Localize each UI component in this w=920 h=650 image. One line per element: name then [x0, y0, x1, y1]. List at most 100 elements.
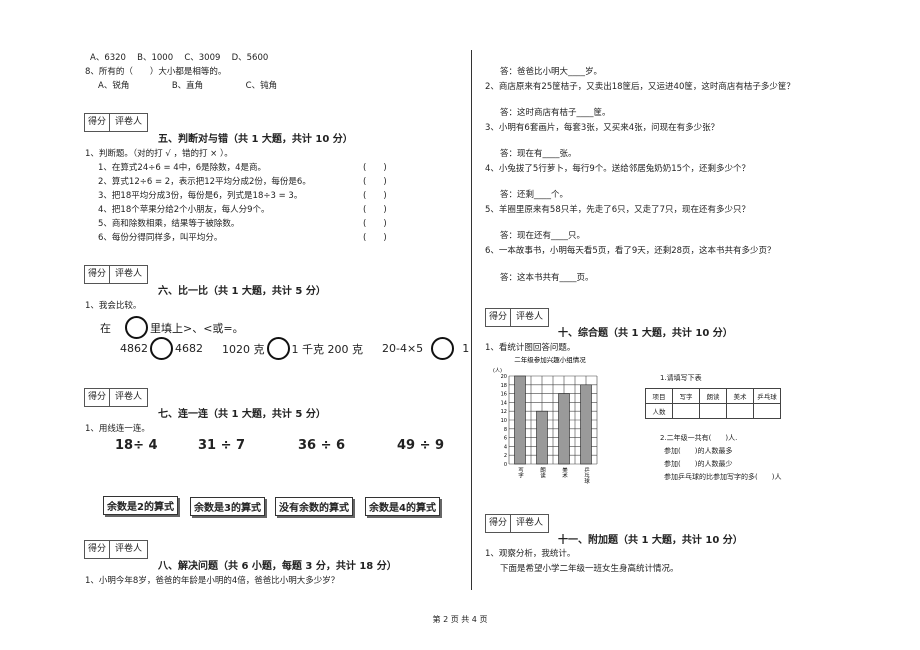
y-tick-label: 16 — [501, 392, 507, 398]
text: 4862 — [120, 342, 148, 355]
score-label: 得分 — [85, 266, 110, 283]
section-heading: 六、比一比（共 1 大题，共计 5 分） — [158, 286, 326, 297]
question: 参加( )的人数最多 — [664, 447, 733, 455]
answer: 答：现在还有____只。 — [500, 231, 586, 241]
answer-blank: ( ) — [363, 219, 387, 229]
table-cell: 朗读 — [699, 388, 727, 404]
score-box: 得分 评卷人 — [485, 514, 549, 533]
table-cell: 乒乓球 — [753, 388, 781, 404]
y-tick-label: 8 — [504, 427, 507, 433]
question: 1、看统计图回答问题。 — [485, 343, 576, 353]
grader-label: 评卷人 — [114, 269, 142, 279]
answer: 答：这时商店有桔子____筐。 — [500, 108, 611, 118]
y-tick-label: 4 — [504, 444, 507, 450]
question: 3、小明有6套画片，每套3张，又买来4张，问现在有多少张？ — [485, 123, 720, 133]
text: 在 — [100, 321, 111, 335]
y-tick-label: 10 — [501, 418, 507, 424]
expression: 31 ÷ 7 — [198, 438, 246, 453]
y-tick-label: 6 — [504, 436, 507, 442]
score-label: 得分 — [85, 389, 110, 406]
section-heading: 十一、附加题（共 1 大题，共计 10 分） — [558, 535, 743, 546]
bar — [536, 410, 548, 465]
answer: 答：这本书共有____页。 — [500, 273, 594, 283]
y-tick-label: 0 — [504, 462, 507, 468]
answer-blank: ( ) — [363, 233, 387, 243]
answer-blank: ( ) — [363, 177, 387, 187]
instruction: 在 里填上>、<或=。 — [100, 316, 244, 339]
options: A、锐角 B、直角 C、钝角 — [98, 81, 278, 91]
statement: 2、算式12÷6 = 2，表示把12平均分成2份，每份是6。 — [98, 177, 311, 187]
answer-blank: ( ) — [363, 163, 387, 173]
table-cell — [726, 403, 754, 419]
text: 4682 — [175, 342, 203, 355]
table-cell: 美术 — [726, 388, 754, 404]
question: 1、我会比较。 — [85, 301, 142, 311]
y-tick-label: 14 — [501, 400, 507, 406]
answer: 答：还剩____个。 — [500, 190, 569, 200]
answer-box: 余数是4的算式 — [365, 497, 440, 516]
x-tick-label: 写字 — [517, 467, 524, 479]
statement: 3、把18平均分成3份，每份是6，列式是18÷3 = 3。 — [98, 191, 303, 201]
compare: 20-4×5 1 — [382, 337, 469, 360]
compare: 4862 4682 — [120, 337, 203, 360]
bar — [580, 384, 592, 465]
score-label: 得分 — [85, 114, 110, 131]
text: 1 千克 200 克 — [291, 342, 363, 356]
answer-box: 余数是2的算式 — [103, 496, 178, 515]
score-box: 得分 评卷人 — [84, 265, 148, 284]
table-row: 项目 写字 朗读 美术 乒乓球 — [645, 388, 781, 404]
circle — [150, 337, 173, 360]
statement: 6、每份分得同样多，叫平均分。 — [98, 233, 223, 243]
score-label: 得分 — [486, 309, 511, 326]
table: 项目 写字 朗读 美术 乒乓球 人数 — [645, 388, 781, 419]
score-box: 得分 评卷人 — [84, 113, 148, 132]
text: 里填上>、<或=。 — [150, 321, 244, 335]
answer: 答：爸爸比小明大____岁。 — [500, 67, 603, 77]
expression: 49 ÷ 9 — [397, 438, 445, 453]
table-cell — [753, 403, 781, 419]
question: 1、观察分析，我统计。 — [485, 549, 576, 559]
score-box: 得分 评卷人 — [485, 308, 549, 327]
compare: 1020 克 1 千克 200 克 — [222, 337, 363, 360]
answer-blank: ( ) — [363, 191, 387, 201]
y-tick-label: 20 — [501, 374, 507, 380]
question: 2.二年级一共有( )人. — [660, 434, 738, 442]
grader-label: 评卷人 — [515, 312, 543, 322]
section-heading: 七、连一连（共 1 大题，共计 5 分） — [158, 409, 326, 420]
grader-label: 评卷人 — [114, 392, 142, 402]
score-box: 得分 评卷人 — [84, 388, 148, 407]
statement: 4、把18个苹果分给2个小朋友，每人分9个。 — [98, 205, 270, 215]
bar — [558, 393, 570, 465]
y-tick-label: 2 — [504, 453, 507, 459]
circle — [266, 337, 290, 360]
question: 参加( )的人数最少 — [664, 460, 733, 468]
table-cell: 写字 — [672, 388, 700, 404]
question: 1、用线连一连。 — [85, 424, 150, 434]
circle — [431, 337, 455, 360]
bar — [514, 375, 526, 465]
circle — [125, 316, 148, 339]
question: 1、小明今年8岁，爸爸的年龄是小明的4倍，爸爸比小明大多少岁？ — [85, 576, 340, 586]
question: 4、小兔拔了5行萝卜，每行9个。送给邻居兔奶奶15个，还剩多少个？ — [485, 164, 751, 174]
section-heading: 八、解决问题（共 6 小题，每题 3 分，共计 18 分） — [158, 561, 397, 572]
section-heading: 五、判断对与错（共 1 大题，共计 10 分） — [158, 134, 353, 145]
y-tick-label: 12 — [501, 409, 507, 415]
x-tick-label: 美术 — [561, 466, 568, 480]
table-cell — [699, 403, 727, 419]
answer-box: 没有余数的算式 — [275, 497, 353, 516]
grader-label: 评卷人 — [515, 518, 543, 528]
question: 参加乒乓球的比参加写字的多( )人 — [664, 473, 782, 481]
question: 2、商店原来有25筐桔子，又卖出18筐后，又运进40筐，这时商店有桔子多少筐？ — [485, 82, 795, 92]
answer-box: 余数是3的算式 — [190, 497, 265, 516]
table-cell — [672, 403, 700, 419]
x-tick-label: 乒乓球 — [583, 466, 590, 484]
table-cell: 人数 — [645, 403, 673, 419]
score-label: 得分 — [486, 515, 511, 532]
text: 下面是希望小学二年级一班女生身高统计情况。 — [500, 564, 679, 574]
options: A、6320 B、1000 C、3009 D、5600 — [90, 53, 269, 63]
answer-blank: ( ) — [363, 205, 387, 215]
table-row: 人数 — [645, 403, 781, 419]
score-box: 得分 评卷人 — [84, 540, 148, 559]
statement: 1、在算式24÷6 = 4中，6是除数，4是商。 — [98, 163, 267, 173]
expression: 36 ÷ 6 — [298, 438, 346, 453]
